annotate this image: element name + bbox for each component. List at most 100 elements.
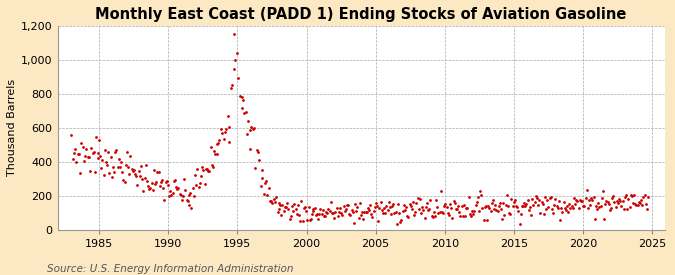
- Point: [576, 199, 587, 204]
- Point: [405, 204, 416, 209]
- Point: [433, 211, 444, 216]
- Point: [309, 206, 320, 210]
- Point: [615, 199, 626, 204]
- Point: [601, 198, 612, 203]
- Point: [359, 210, 370, 214]
- Point: [626, 194, 637, 198]
- Point: [580, 196, 591, 201]
- Point: [522, 198, 533, 203]
- Point: [96, 166, 107, 170]
- Point: [255, 183, 266, 188]
- Point: [194, 181, 205, 186]
- Point: [414, 197, 425, 201]
- Point: [290, 207, 301, 211]
- Point: [458, 214, 468, 218]
- Point: [591, 204, 601, 208]
- Point: [345, 212, 356, 217]
- Point: [455, 213, 466, 218]
- Point: [229, 32, 240, 36]
- Point: [269, 200, 280, 205]
- Point: [476, 193, 487, 197]
- Point: [487, 200, 497, 205]
- Point: [366, 211, 377, 216]
- Point: [512, 205, 522, 210]
- Point: [528, 203, 539, 207]
- Point: [210, 152, 221, 156]
- Point: [515, 212, 526, 217]
- Point: [411, 201, 422, 205]
- Point: [303, 205, 314, 209]
- Point: [375, 200, 386, 204]
- Point: [390, 210, 401, 214]
- Point: [410, 210, 421, 214]
- Point: [620, 195, 630, 199]
- Point: [533, 203, 543, 207]
- Point: [535, 211, 546, 215]
- Point: [68, 156, 78, 161]
- Point: [215, 126, 226, 131]
- Point: [93, 138, 104, 142]
- Point: [551, 204, 562, 208]
- Point: [631, 203, 642, 207]
- Point: [406, 207, 417, 212]
- Point: [159, 198, 170, 202]
- Point: [445, 202, 456, 207]
- Point: [157, 178, 167, 182]
- Point: [78, 159, 89, 163]
- Point: [622, 207, 632, 211]
- Point: [435, 189, 446, 193]
- Point: [578, 204, 589, 208]
- Point: [101, 160, 111, 164]
- Point: [147, 188, 158, 192]
- Point: [377, 211, 388, 216]
- Point: [95, 154, 105, 159]
- Point: [475, 189, 485, 193]
- Point: [76, 141, 87, 145]
- Point: [450, 207, 461, 211]
- Point: [321, 210, 331, 214]
- Point: [443, 213, 454, 217]
- Point: [266, 199, 277, 204]
- Point: [641, 207, 652, 212]
- Point: [348, 210, 358, 214]
- Point: [565, 205, 576, 210]
- Point: [91, 134, 102, 139]
- Point: [227, 83, 238, 87]
- Point: [595, 204, 606, 209]
- Point: [329, 216, 340, 221]
- Point: [301, 209, 312, 213]
- Point: [243, 119, 254, 124]
- Point: [178, 194, 188, 198]
- Point: [119, 179, 130, 184]
- Point: [146, 181, 157, 185]
- Point: [310, 213, 321, 218]
- Point: [571, 198, 582, 202]
- Point: [236, 106, 247, 111]
- Point: [92, 156, 103, 160]
- Point: [297, 219, 308, 223]
- Point: [523, 208, 534, 213]
- Point: [289, 202, 300, 206]
- Point: [208, 165, 219, 169]
- Point: [504, 211, 514, 215]
- Point: [186, 206, 197, 210]
- Point: [588, 194, 599, 199]
- Point: [511, 204, 522, 208]
- Point: [84, 155, 95, 159]
- Point: [539, 212, 549, 216]
- Point: [524, 205, 535, 209]
- Point: [131, 174, 142, 178]
- Point: [431, 198, 441, 203]
- Point: [142, 179, 153, 183]
- Point: [304, 218, 315, 222]
- Point: [109, 170, 119, 174]
- Point: [385, 212, 396, 216]
- Point: [574, 198, 585, 202]
- Point: [437, 210, 448, 214]
- Point: [276, 213, 287, 217]
- Point: [346, 208, 357, 212]
- Point: [474, 209, 485, 213]
- Point: [373, 219, 383, 223]
- Point: [450, 201, 460, 205]
- Point: [98, 173, 109, 177]
